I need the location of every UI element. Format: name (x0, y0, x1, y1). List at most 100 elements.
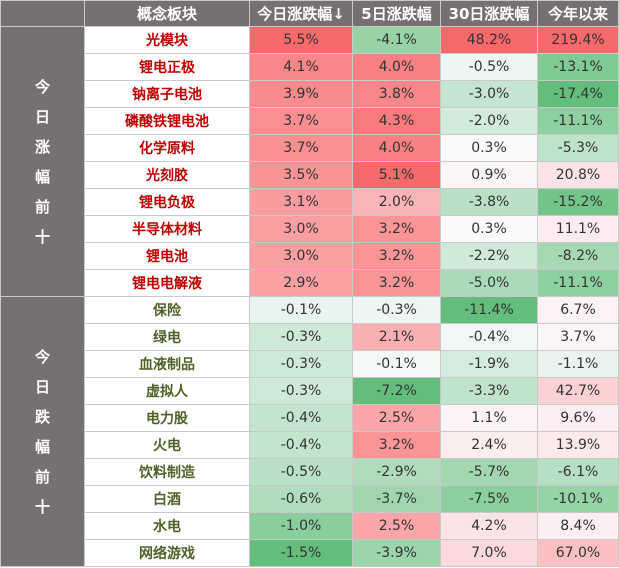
value-cell: 7.0% (440, 539, 538, 567)
value-cell: -0.4% (440, 323, 538, 351)
value-cell: 1.1% (440, 404, 538, 432)
value-cell: 6.7% (537, 296, 619, 324)
sector-name: 电力股 (84, 404, 250, 432)
value-cell: 0.9% (440, 161, 538, 189)
value-cell: -4.1% (352, 26, 441, 54)
table-row: 虚拟人 -0.3% -7.2% -3.3% 42.7% (1, 377, 619, 405)
value-cell: -0.5% (440, 53, 538, 81)
value-cell: 3.0% (249, 215, 353, 243)
table-row: 光刻胶 3.5% 5.1% 0.9% 20.8% (1, 161, 619, 189)
value-cell: 3.8% (352, 80, 441, 108)
value-cell: 3.7% (249, 134, 353, 162)
value-cell: 2.5% (352, 404, 441, 432)
sector-name: 磷酸铁锂电池 (84, 107, 250, 135)
value-cell: 2.0% (352, 188, 441, 216)
value-cell: 2.9% (249, 269, 353, 297)
value-cell: -0.1% (249, 296, 353, 324)
sector-name: 半导体材料 (84, 215, 250, 243)
value-cell: -0.3% (352, 296, 441, 324)
sector-name: 光模块 (84, 26, 250, 54)
value-cell: 67.0% (537, 539, 619, 567)
value-cell: -11.4% (440, 296, 538, 324)
sector-name: 锂电正极 (84, 53, 250, 81)
table-row: 锂电电解液 2.9% 3.2% -5.0% -11.1% (1, 269, 619, 297)
value-cell: -0.1% (352, 350, 441, 378)
group-label: 今日跌幅前十 (0, 296, 85, 567)
value-cell: -7.5% (440, 485, 538, 513)
value-cell: -13.1% (537, 53, 619, 81)
table-header: 概念板块 今日涨跌幅↓ 5日涨跌幅 30日涨跌幅 今年以来 (0, 0, 619, 27)
value-cell: 20.8% (537, 161, 619, 189)
column-header: 今日涨跌幅↓ (249, 0, 353, 27)
value-cell: -0.3% (249, 350, 353, 378)
value-cell: -5.0% (440, 269, 538, 297)
value-cell: 0.3% (440, 134, 538, 162)
value-cell: -0.6% (249, 485, 353, 513)
sector-name: 锂电池 (84, 242, 250, 270)
sector-name: 化学原料 (84, 134, 250, 162)
value-cell: -3.3% (440, 377, 538, 405)
value-cell: -0.3% (249, 377, 353, 405)
value-cell: -15.2% (537, 188, 619, 216)
value-cell: -10.1% (537, 485, 619, 513)
table-row: 锂电负极 3.1% 2.0% -3.8% -15.2% (1, 188, 619, 216)
table-row: 锂电正极 4.1% 4.0% -0.5% -13.1% (1, 53, 619, 81)
value-cell: -5.7% (440, 458, 538, 486)
value-cell: -3.0% (440, 80, 538, 108)
table-row: 白酒 -0.6% -3.7% -7.5% -10.1% (1, 485, 619, 513)
value-cell: -0.5% (249, 458, 353, 486)
table-row: 钠离子电池 3.9% 3.8% -3.0% -17.4% (1, 80, 619, 108)
table-row: 绿电 -0.3% 2.1% -0.4% 3.7% (1, 323, 619, 351)
value-cell: 5.1% (352, 161, 441, 189)
table-row: 今日跌幅前十保险 -0.1% -0.3% -11.4% 6.7% (0, 296, 619, 567)
value-cell: 4.3% (352, 107, 441, 135)
value-cell: -2.0% (440, 107, 538, 135)
value-cell: 3.2% (352, 269, 441, 297)
value-cell: 3.7% (537, 323, 619, 351)
header-corner-cell (0, 0, 85, 27)
value-cell: 2.1% (352, 323, 441, 351)
value-cell: 3.9% (249, 80, 353, 108)
value-cell: 3.2% (352, 431, 441, 459)
table-row: 今日涨幅前十光模块 5.5% -4.1% 48.2% 219.4% (0, 26, 619, 297)
table-row: 半导体材料 3.0% 3.2% 0.3% 11.1% (1, 215, 619, 243)
column-header: 5日涨跌幅 (352, 0, 441, 27)
value-cell: -3.9% (352, 539, 441, 567)
value-cell: -1.5% (249, 539, 353, 567)
value-cell: -8.2% (537, 242, 619, 270)
value-cell: 13.9% (537, 431, 619, 459)
value-cell: -3.8% (440, 188, 538, 216)
value-cell: -0.4% (249, 404, 353, 432)
column-header: 30日涨跌幅 (440, 0, 538, 27)
sector-name: 水电 (84, 512, 250, 540)
sector-name: 饮料制造 (84, 458, 250, 486)
column-header: 今年以来 (537, 0, 619, 27)
table-row: 锂电池 3.0% 3.2% -2.2% -8.2% (1, 242, 619, 270)
table-row: 磷酸铁锂电池 3.7% 4.3% -2.0% -11.1% (1, 107, 619, 135)
sector-name: 血液制品 (84, 350, 250, 378)
value-cell: -7.2% (352, 377, 441, 405)
value-cell: 5.5% (249, 26, 353, 54)
value-cell: 4.2% (440, 512, 538, 540)
value-cell: -11.1% (537, 107, 619, 135)
sector-name: 虚拟人 (84, 377, 250, 405)
sector-name: 绿电 (84, 323, 250, 351)
value-cell: 3.0% (249, 242, 353, 270)
value-cell: 3.7% (249, 107, 353, 135)
value-cell: -5.3% (537, 134, 619, 162)
value-cell: -6.1% (537, 458, 619, 486)
value-cell: -2.2% (440, 242, 538, 270)
value-cell: 4.0% (352, 53, 441, 81)
value-cell: 11.1% (537, 215, 619, 243)
value-cell: 2.5% (352, 512, 441, 540)
value-cell: 3.1% (249, 188, 353, 216)
value-cell: 42.7% (537, 377, 619, 405)
value-cell: -0.3% (249, 323, 353, 351)
value-cell: 8.4% (537, 512, 619, 540)
column-header: 概念板块 (84, 0, 250, 27)
table-row: 化学原料 3.7% 4.0% 0.3% -5.3% (1, 134, 619, 162)
table-body: 今日涨幅前十光模块 5.5% -4.1% 48.2% 219.4% 锂电正极 4.1% 4.0… (0, 26, 619, 567)
value-cell: -0.4% (249, 431, 353, 459)
value-cell: -11.1% (537, 269, 619, 297)
